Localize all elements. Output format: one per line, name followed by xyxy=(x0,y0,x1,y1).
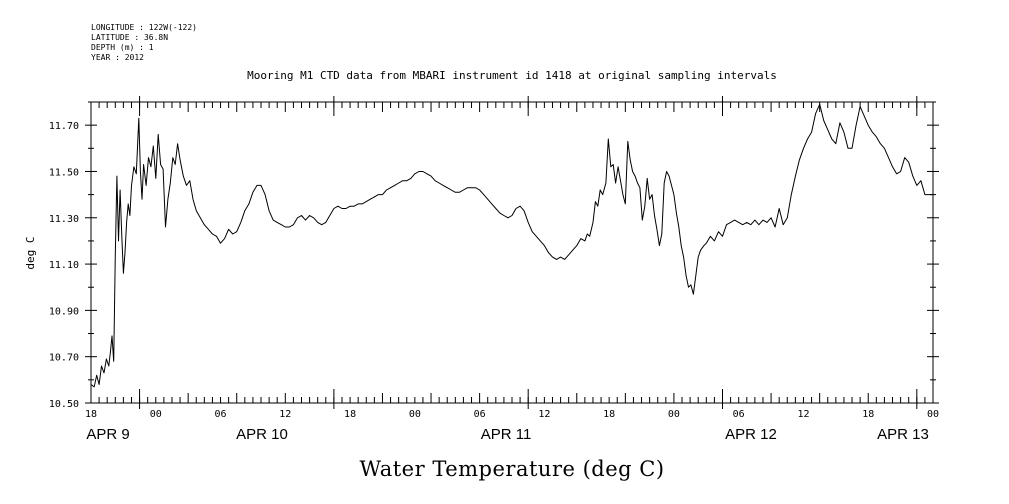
x-date-label: APR 9 xyxy=(86,426,129,443)
y-tick-label: 11.30 xyxy=(49,214,79,225)
x-date-label: APR 12 xyxy=(725,426,777,443)
y-tick-label: 11.10 xyxy=(49,260,79,271)
depth-label: DEPTH (m) : 1 xyxy=(91,43,154,52)
x-tick-label: 06 xyxy=(215,409,227,420)
chart-title: Mooring M1 CTD data from MBARI instrumen… xyxy=(247,69,777,82)
plot-frame xyxy=(90,101,934,404)
x-tick-label: 18 xyxy=(603,409,615,420)
y-tick-label: 11.50 xyxy=(49,167,79,178)
x-tick-label: 18 xyxy=(344,409,356,420)
x-tick-label: 00 xyxy=(927,409,939,420)
x-axis-tick-labels: 18 00 06 12 18 00 06 12 18 00 06 12 18 00 xyxy=(85,409,939,420)
series-line-0 xyxy=(90,103,933,388)
x-axis-title: Water Temperature (deg C) xyxy=(359,457,664,481)
x-tick-label: 12 xyxy=(538,409,550,420)
y-tick-label: 10.70 xyxy=(49,353,79,364)
x-tick-label: 18 xyxy=(862,409,874,420)
y-axis-label: deg C xyxy=(24,236,37,269)
x-date-label: APR 13 xyxy=(877,426,929,443)
x-date-label: APR 10 xyxy=(236,426,288,443)
x-tick-label: 06 xyxy=(474,409,486,420)
x-tick-label: 18 xyxy=(85,409,97,420)
y-tick-label: 11.70 xyxy=(49,121,79,132)
x-tick-label: 00 xyxy=(409,409,421,420)
y-axis-ticks: 10.50 10.70 10.90 11.10 11.30 11.50 11.70 xyxy=(49,101,939,410)
latitude-label: LATITUDE : 36.8N xyxy=(91,33,168,42)
x-axis-date-labels: APR 9 APR 10 APR 11 APR 12 APR 13 xyxy=(86,426,929,443)
x-date-label: APR 11 xyxy=(481,426,532,443)
x-tick-label: 06 xyxy=(733,409,745,420)
x-tick-label: 12 xyxy=(279,409,291,420)
y-tick-label: 10.50 xyxy=(49,399,79,410)
x-tick-label: 00 xyxy=(668,409,680,420)
y-tick-label: 10.90 xyxy=(49,306,79,317)
x-tick-label: 00 xyxy=(150,409,162,420)
series-layer xyxy=(90,103,933,388)
x-tick-label: 12 xyxy=(797,409,809,420)
year-label: YEAR : 2012 xyxy=(91,53,144,62)
x-axis-ticks xyxy=(90,96,934,409)
longitude-label: LONGITUDE : 122W(-122) xyxy=(91,23,197,32)
